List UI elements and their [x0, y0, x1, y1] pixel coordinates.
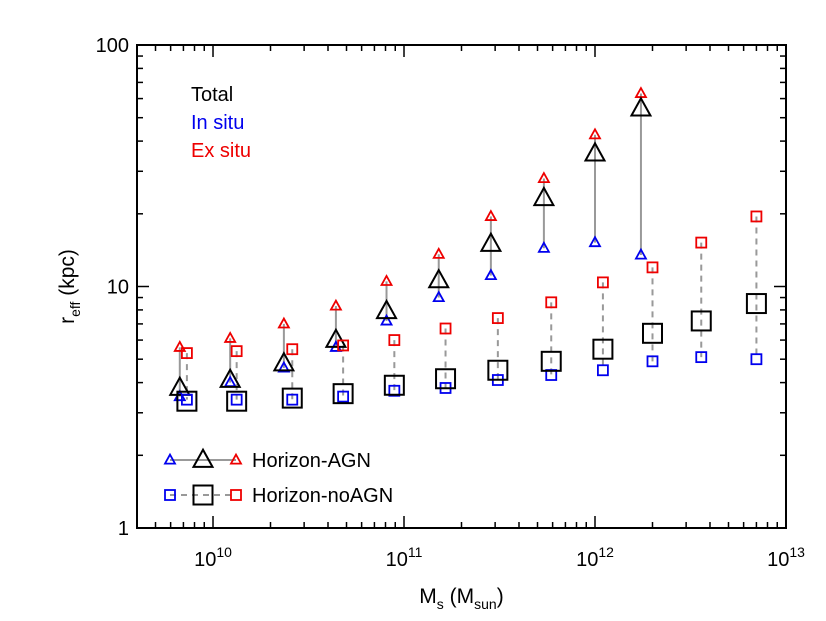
noagn-total-square: [176, 390, 198, 412]
connector-lines: [178, 93, 758, 400]
noagn-exsitu-square: [439, 322, 452, 335]
legend-exsitu-marker: [230, 489, 242, 501]
legend-total-marker: [191, 447, 215, 468]
y-axis-label: reff (kpc): [56, 249, 83, 324]
y-tick-label: 10: [107, 277, 129, 299]
noagn-insitu-square: [597, 364, 609, 377]
x-tick-label: 1011: [386, 544, 423, 571]
agn-total-triangle: [532, 185, 556, 207]
agn-exsitu-triangle: [537, 171, 551, 184]
noagn-total-square: [435, 368, 457, 390]
noagn-insitu-square: [695, 351, 708, 364]
x-tick-label: 1010: [194, 544, 232, 571]
x-tick-label: 1012: [576, 544, 614, 571]
agn-exsitu-triangle: [379, 274, 394, 286]
noagn-exsitu-square: [597, 276, 609, 289]
noagn-insitu-square: [286, 393, 299, 406]
legend-total: Total: [191, 84, 233, 106]
agn-insitu-triangle: [537, 241, 551, 253]
agn-total-triangle: [427, 268, 450, 289]
legend-total-marker: [192, 484, 214, 506]
noagn-total-square: [690, 310, 712, 332]
axis-labels: 1010 1011 1012 1013 1 10 100 Ms (Msun) reff (kpc…: [56, 35, 805, 612]
agn-total-triangle: [324, 327, 348, 348]
agn-total-triangle: [583, 141, 607, 162]
noagn-total-square: [332, 383, 354, 405]
noagn-exsitu-square: [491, 312, 504, 324]
agn-total-triangle: [479, 231, 503, 252]
noagn-exsitu-square: [750, 210, 763, 223]
noagn-total-square: [592, 338, 614, 360]
legend: Total In situ Ex situ Horizon-AGN Horizon-no…: [163, 84, 393, 507]
legend-label-horizon-noagn: Horizon-noAGN: [252, 485, 393, 507]
noagn-exsitu-square: [545, 296, 558, 309]
agn-insitu-triangle: [588, 235, 602, 248]
noagn-total-square: [281, 387, 303, 409]
agn-exsitu-triangle: [432, 246, 446, 259]
noagn-exsitu-square: [230, 345, 243, 358]
agn-insitu-triangle: [432, 290, 446, 303]
y-axis-label-text: reff (kpc): [56, 249, 83, 324]
agn-insitu-triangle: [379, 313, 394, 326]
noagn-exsitu-square: [646, 261, 659, 274]
noagn-total-square: [226, 390, 248, 412]
noagn-insitu-square: [646, 355, 659, 368]
y-tick-label: 100: [96, 35, 129, 57]
noagn-total-square: [745, 293, 767, 315]
noagn-total-square: [487, 359, 509, 381]
data-markers: [168, 86, 767, 412]
agn-exsitu-triangle: [223, 331, 237, 343]
agn-insitu-triangle: [634, 247, 648, 260]
agn-exsitu-triangle: [277, 316, 291, 329]
legend-in-situ: In situ: [191, 112, 244, 134]
legend-ex-situ: Ex situ: [191, 140, 251, 162]
noagn-insitu-square: [750, 353, 763, 366]
noagn-insitu-square: [337, 390, 350, 403]
agn-insitu-triangle: [484, 268, 498, 281]
axis-ticks: [136, 45, 787, 529]
noagn-exsitu-square: [337, 339, 350, 352]
agn-total-triangle: [168, 375, 191, 396]
noagn-total-square: [383, 374, 405, 396]
noagn-exsitu-square: [695, 236, 708, 249]
agn-exsitu-triangle: [173, 340, 187, 352]
agn-insitu-triangle: [277, 360, 291, 373]
agn-exsitu-triangle: [484, 209, 498, 221]
noagn-insitu-square: [181, 393, 193, 406]
agn-total-triangle: [218, 367, 242, 388]
noagn-exsitu-square: [286, 343, 299, 356]
noagn-total-square: [641, 322, 663, 344]
noagn-insitu-square: [230, 393, 243, 406]
noagn-insitu-square: [388, 384, 401, 397]
y-tick-label: 1: [118, 518, 129, 540]
noagn-exsitu-square: [181, 347, 193, 359]
legend-exsitu-marker: [229, 452, 243, 465]
x-tick-label: 1013: [767, 544, 805, 571]
agn-exsitu-triangle: [588, 127, 602, 140]
legend-insitu-marker: [163, 452, 177, 465]
agn-total-triangle: [629, 96, 653, 117]
agn-total-triangle: [272, 351, 296, 372]
legend-insitu-marker: [164, 489, 176, 501]
legend-label-horizon-agn: Horizon-AGN: [252, 450, 371, 472]
x-axis-label: Ms (Msun): [419, 585, 503, 612]
agn-total-triangle: [375, 298, 398, 320]
noagn-total-square: [540, 350, 562, 372]
agn-exsitu-triangle: [329, 298, 343, 311]
noagn-exsitu-square: [388, 334, 401, 346]
